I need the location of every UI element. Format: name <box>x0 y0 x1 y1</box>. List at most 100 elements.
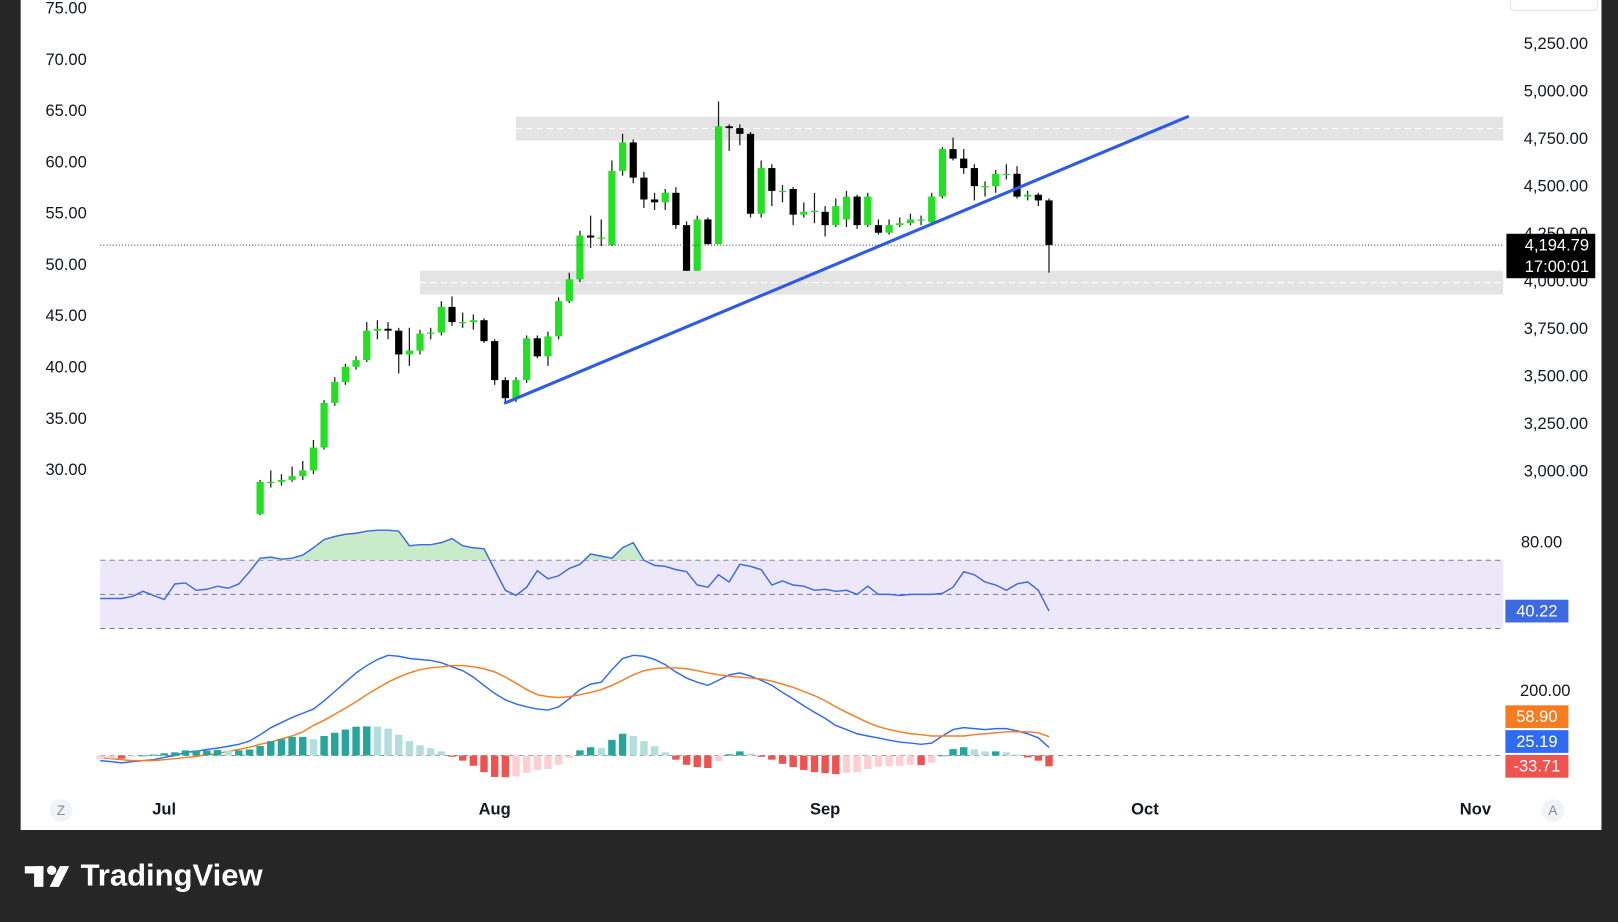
histogram-bar <box>235 750 243 756</box>
macd-line <box>100 654 1050 764</box>
histogram-bar <box>714 755 723 761</box>
countdown: 17:00:01 <box>1525 257 1589 276</box>
histogram-bar <box>896 755 904 766</box>
candle-body <box>704 219 712 245</box>
auto-button[interactable] <box>1541 798 1565 822</box>
auto-button-label: A <box>1548 803 1557 818</box>
scale-button[interactable] <box>49 798 73 822</box>
candle-body <box>832 206 840 226</box>
top-button[interactable] <box>1510 0 1598 11</box>
histogram-bar <box>928 755 936 763</box>
candle-body <box>363 330 371 361</box>
histogram-bar <box>416 745 424 756</box>
histogram-bar <box>480 755 488 773</box>
histogram-bar <box>192 750 200 756</box>
candle-body <box>896 223 904 226</box>
candle-body <box>1034 194 1042 201</box>
histogram-bar <box>373 726 382 756</box>
candle-body <box>277 479 286 482</box>
histogram-bar <box>768 755 776 760</box>
candle-body <box>480 320 488 342</box>
histogram-bar <box>458 755 467 761</box>
candle-body <box>459 322 467 324</box>
candle-body <box>960 158 968 169</box>
histogram-bar <box>320 735 328 756</box>
histogram-bar <box>256 745 264 756</box>
histogram-bar <box>821 755 829 774</box>
candle-body <box>800 211 808 215</box>
candle-body <box>341 366 350 383</box>
candle-body <box>597 237 605 239</box>
value-label: 58.90 <box>1516 707 1557 726</box>
histogram-bar <box>522 755 531 773</box>
histogram-bar <box>426 748 435 756</box>
y-tick-label: 3,500.00 <box>1524 367 1588 386</box>
candle-body <box>789 189 797 215</box>
y-tick-label: 70.00 <box>45 50 86 69</box>
candle-body <box>714 126 723 245</box>
candle-body <box>1002 173 1010 176</box>
candle-body <box>821 211 829 226</box>
rsi-pane <box>100 529 1504 630</box>
histogram-bar <box>906 755 915 765</box>
candle-body <box>299 470 307 477</box>
candle-body <box>640 177 648 200</box>
candle-body <box>501 380 509 399</box>
logo-bar <box>24 866 44 874</box>
price-label: 4,194.79 <box>1525 236 1589 255</box>
histogram-bar <box>213 750 222 756</box>
histogram-bar <box>917 755 925 766</box>
candle-body <box>331 382 339 403</box>
histogram-bar <box>309 739 318 756</box>
candle-body <box>938 149 947 197</box>
histogram-bar <box>448 755 456 757</box>
price-pane <box>256 101 1504 516</box>
candle-body <box>288 476 296 480</box>
histogram-bar <box>267 741 275 756</box>
histogram-bar <box>949 749 957 756</box>
histogram-bar <box>618 733 627 756</box>
histogram-bar <box>576 750 584 756</box>
y-tick-label: 200.00 <box>1520 681 1571 700</box>
candle-body <box>917 219 925 221</box>
histogram-bar <box>544 755 552 769</box>
overbought-fill <box>258 530 644 561</box>
histogram-bar <box>1023 755 1032 758</box>
histogram-bar <box>139 755 147 757</box>
macd-pane <box>96 654 1504 778</box>
candle-body <box>565 279 573 302</box>
x-tick-label: Nov <box>1460 800 1492 819</box>
candle-body <box>512 380 520 399</box>
y-tick-label: 65.00 <box>45 101 86 120</box>
histogram-bar <box>149 754 158 756</box>
histogram-bar <box>501 755 510 778</box>
histogram-bar <box>778 755 787 764</box>
candle-body <box>373 328 382 331</box>
histogram-bar <box>725 754 733 756</box>
histogram-bar <box>885 755 893 767</box>
candle-body <box>533 338 541 357</box>
histogram-bar <box>363 726 371 756</box>
candle-body <box>352 360 360 367</box>
histogram-bar <box>437 751 446 756</box>
value-label-box <box>1505 730 1569 753</box>
y-tick-label: 5,250.00 <box>1524 34 1588 53</box>
candle-body <box>906 219 915 224</box>
histogram-bar <box>171 752 179 756</box>
macd-line <box>100 664 1050 762</box>
candle-body <box>885 225 893 233</box>
candle-body <box>842 196 851 220</box>
plot-area: 30.00 35.00 40.00 45.00 50.00 55.00 60.00 65.00… <box>45 0 1596 819</box>
candle-body <box>523 338 531 381</box>
y-tick-label: 5,000.00 <box>1524 81 1588 100</box>
histogram-bar <box>245 749 254 756</box>
histogram-bar <box>352 726 360 756</box>
histogram-bar <box>970 749 979 756</box>
histogram-bar <box>394 734 403 756</box>
y-tick-label: 4,500.00 <box>1524 176 1588 195</box>
histogram-bar <box>341 729 350 756</box>
histogram-bar <box>693 755 701 768</box>
histogram-bar <box>224 750 232 756</box>
